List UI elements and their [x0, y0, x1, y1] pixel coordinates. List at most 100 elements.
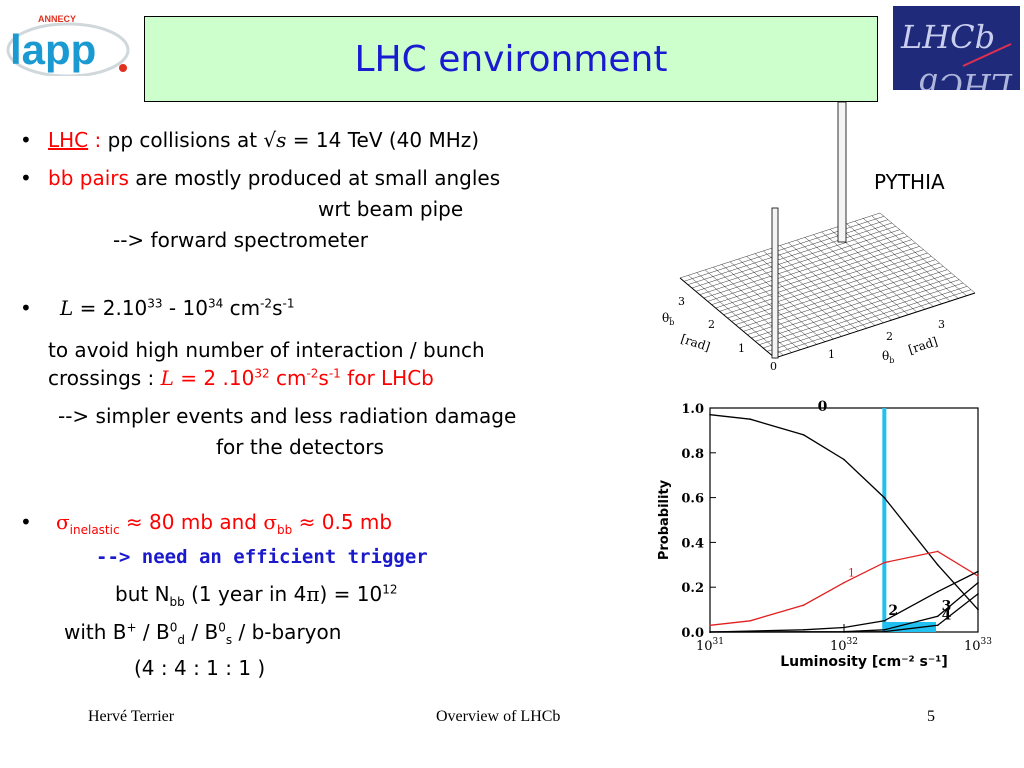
lego-tick-zero: 0 [770, 360, 777, 373]
chart-highlight [882, 408, 936, 632]
series-point [977, 581, 979, 584]
y-tick-label: 0.6 [681, 492, 704, 507]
x-tick-label: 1031 [696, 637, 724, 654]
lego-grid-line [699, 229, 900, 295]
lego-grid-line [711, 239, 912, 305]
lum-line4: --> simpler events and less radiation da… [58, 404, 517, 428]
lego-grid-line [683, 216, 885, 282]
series-point [883, 628, 886, 631]
lum-line5: for the detectors [216, 435, 384, 459]
series-point [843, 581, 845, 584]
series-point [936, 550, 939, 553]
y-tick-label: 0.0 [681, 626, 704, 641]
lego-tick-right-1: 1 [828, 348, 835, 361]
series-point [843, 458, 845, 461]
series-point [936, 564, 939, 566]
slide-title: LHC environment [354, 38, 668, 80]
lhcb-wordmark: LHCb [900, 18, 995, 56]
lapp-logo: ANNECY lapp [6, 14, 130, 76]
series-label-3: 3 [942, 598, 952, 614]
series-label-1: 1 [848, 567, 855, 580]
series-label-2: 2 [888, 603, 898, 619]
series-line-2 [709, 570, 979, 633]
lego-grid-line [723, 249, 924, 315]
series-point [936, 590, 939, 593]
bullet-lhc: LHC : pp collisions at √s = 14 TeV (40 M… [48, 128, 480, 152]
x-tick-label: 1033 [964, 637, 992, 654]
highlight-line [882, 408, 887, 632]
bb-pairs-label: bb pairs [48, 166, 129, 190]
lapp-wordmark: lapp [10, 26, 96, 73]
pythia-label: PYTHIA [874, 170, 945, 194]
highlight-band [882, 622, 936, 632]
lum-line3: crossings : L = 2 .1032 cm-2s-1 for LHCb [48, 366, 434, 390]
lego-grid-line [854, 220, 951, 302]
series-label-4: 4 [942, 607, 952, 623]
bb-line3: --> forward spectrometer [113, 228, 369, 252]
lego-tick-right-3: 3 [938, 318, 945, 331]
series-point [709, 631, 711, 633]
series-point [977, 575, 979, 577]
series-point [709, 413, 711, 416]
series-point [749, 620, 752, 622]
series-point [843, 631, 845, 633]
y-tick-label: 0.8 [681, 447, 704, 462]
lego-grid-line [695, 226, 896, 292]
footer-page: 5 [927, 708, 935, 725]
series-point [936, 624, 939, 627]
nbb-line: but Nbb (1 year in 4π) = 1012 [115, 582, 398, 609]
lego-grid-line [804, 237, 901, 318]
lego-grid-line [679, 212, 881, 279]
lego-grid-line [838, 226, 934, 307]
bullet-dot: • [20, 510, 32, 534]
series-label-0: 0 [818, 400, 828, 415]
series-point [883, 620, 886, 622]
lego-axis-right: θb [882, 349, 894, 365]
lego-grid-line [821, 231, 917, 313]
y-tick-label: 0.2 [681, 581, 704, 596]
footer-author: Hervé Terrier [88, 708, 175, 725]
series-point [883, 561, 886, 564]
lego-grid-line [779, 245, 876, 326]
ratio-line: (4 : 4 : 1 : 1 ) [134, 656, 266, 680]
series-point [883, 496, 886, 499]
lego-unit-left: [rad] [679, 332, 712, 355]
lego-grid-line [719, 246, 920, 312]
lego-grid-line [813, 234, 909, 315]
lapp-dot [119, 64, 127, 72]
lhcb-track [962, 43, 1012, 67]
lego-grid-line [715, 242, 916, 309]
lego-grid [679, 212, 976, 359]
lapp-ring [6, 22, 130, 76]
x-axis-label: Luminosity [cm⁻² s⁻¹] [780, 654, 948, 670]
chart-labels: 0 1 2 34 [818, 400, 952, 623]
series-point [802, 604, 805, 606]
lego-grid-line [879, 212, 976, 294]
x-tick-label: 1032 [830, 637, 858, 654]
lego-tick-right-2: 2 [886, 330, 893, 343]
lhcb-mirror-wordmark: LHCb [918, 66, 1013, 90]
bullet-dot: • [20, 296, 32, 320]
bullet-bb: bb pairs are mostly produced at small an… [48, 166, 501, 190]
lego-unit-right: [rad] [907, 334, 940, 357]
series-point [936, 615, 939, 618]
y-tick-label: 1.0 [681, 402, 704, 417]
series-point [977, 570, 979, 573]
lego-axis-left: θb̄ [662, 311, 674, 327]
lego-spike-right [837, 101, 847, 243]
series-point [802, 628, 805, 631]
bullet-cross-section: σinelastic ≈ 80 mb and σbb ≈ 0.5 mb [56, 510, 393, 537]
lego-grid-line [846, 223, 942, 305]
lum-line2: to avoid high number of interaction / bu… [48, 338, 485, 362]
bb-line2: wrt beam pipe [318, 197, 464, 221]
series-line-1 [709, 550, 979, 626]
lego-grid-line [707, 236, 908, 302]
series-point [843, 626, 845, 629]
trigger-line: --> need an efficient trigger [96, 546, 428, 568]
chart-series [709, 413, 979, 633]
lego-tick-left-3: 3 [678, 295, 685, 308]
hadron-line: with B+ / B0d / B0s / b-baryon [64, 620, 342, 647]
lego-grid-line [703, 232, 904, 299]
